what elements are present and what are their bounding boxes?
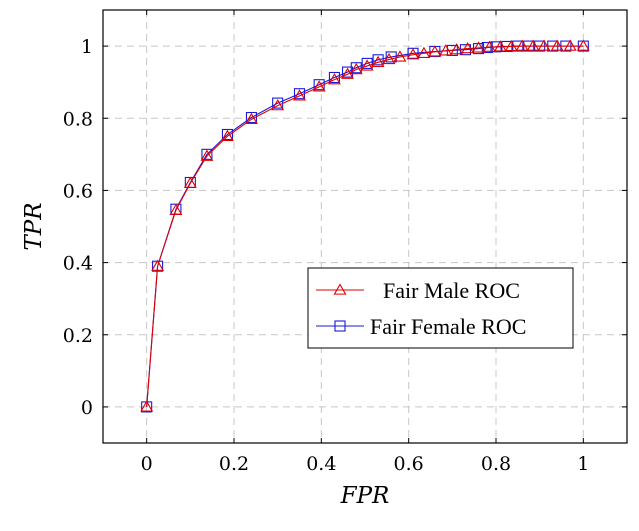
- triangle-marker: [417, 46, 431, 58]
- triangle-marker: [360, 59, 374, 71]
- triangle-marker: [576, 39, 590, 51]
- triangle-marker: [428, 45, 442, 57]
- ticks: 0 0.2 0.4 0.6 0.8 1 0 0.2 0.4 0.6 0.8 1: [63, 10, 627, 475]
- series-layer: [140, 39, 590, 413]
- x-tick-label: 0: [141, 453, 153, 475]
- x-tick-label: 0.2: [219, 453, 249, 475]
- triangle-marker: [293, 89, 306, 101]
- triangle-marker: [333, 283, 347, 295]
- square-marker: [372, 54, 384, 66]
- triangle-marker: [439, 44, 453, 56]
- triangle-marker: [563, 39, 577, 51]
- x-axis-title: FPR: [340, 483, 390, 509]
- legend: Fair Male ROC Fair Female ROC: [307, 267, 574, 349]
- triangle-marker: [327, 73, 341, 85]
- triangle-marker: [537, 39, 551, 51]
- legend-label: Fair Female ROC: [370, 314, 526, 339]
- triangle-marker: [450, 43, 464, 55]
- triangle-marker: [504, 39, 518, 52]
- triangle-marker: [371, 55, 385, 67]
- triangle-marker: [312, 80, 326, 92]
- square-marker: [201, 148, 213, 160]
- square-marker: [361, 57, 373, 69]
- y-tick-label: 1: [81, 36, 93, 58]
- triangle-marker: [140, 400, 154, 412]
- square-marker: [334, 320, 346, 332]
- square-marker: [245, 111, 258, 124]
- y-tick-label: 0.8: [63, 108, 93, 130]
- plot-frame: [102, 9, 628, 444]
- square-marker: [221, 128, 233, 141]
- x-tick-label: 0.4: [306, 453, 336, 475]
- triangle-marker: [493, 40, 507, 52]
- triangle-marker: [526, 39, 540, 51]
- legend-label: Fair Male ROC: [383, 278, 520, 303]
- series-square: [141, 40, 589, 413]
- legend-entry: Fair Female ROC: [316, 314, 526, 339]
- triangle-marker: [515, 39, 529, 51]
- triangle-marker: [483, 40, 496, 52]
- triangle-marker: [200, 149, 214, 161]
- triangle-marker: [393, 50, 407, 62]
- y-tick-label: 0.4: [63, 253, 93, 275]
- y-tick-label: 0.2: [63, 325, 93, 347]
- grid: [103, 10, 627, 443]
- triangle-marker: [472, 41, 485, 53]
- x-tick-label: 1: [577, 453, 589, 475]
- x-tick-label: 0.6: [394, 453, 424, 475]
- triangle-marker: [245, 112, 258, 125]
- triangle-marker: [349, 62, 363, 75]
- triangle-marker: [151, 259, 165, 271]
- triangle-marker: [406, 48, 420, 60]
- series-line: [146, 45, 584, 407]
- triangle-marker: [271, 99, 285, 111]
- series-triangle: [140, 39, 590, 412]
- y-tick-label: 0: [81, 397, 93, 419]
- y-axis-title: TPR: [21, 202, 47, 250]
- y-tick-label: 0.6: [63, 180, 93, 202]
- x-tick-label: 0.8: [481, 453, 511, 475]
- legend-box: [307, 267, 574, 349]
- legend-entry: Fair Male ROC: [316, 278, 520, 303]
- triangle-marker: [221, 129, 234, 141]
- series-line: [146, 45, 584, 407]
- triangle-marker: [169, 203, 183, 215]
- triangle-marker: [550, 39, 564, 51]
- triangle-marker: [461, 42, 475, 54]
- triangle-marker: [382, 52, 396, 65]
- triangle-marker: [183, 176, 197, 188]
